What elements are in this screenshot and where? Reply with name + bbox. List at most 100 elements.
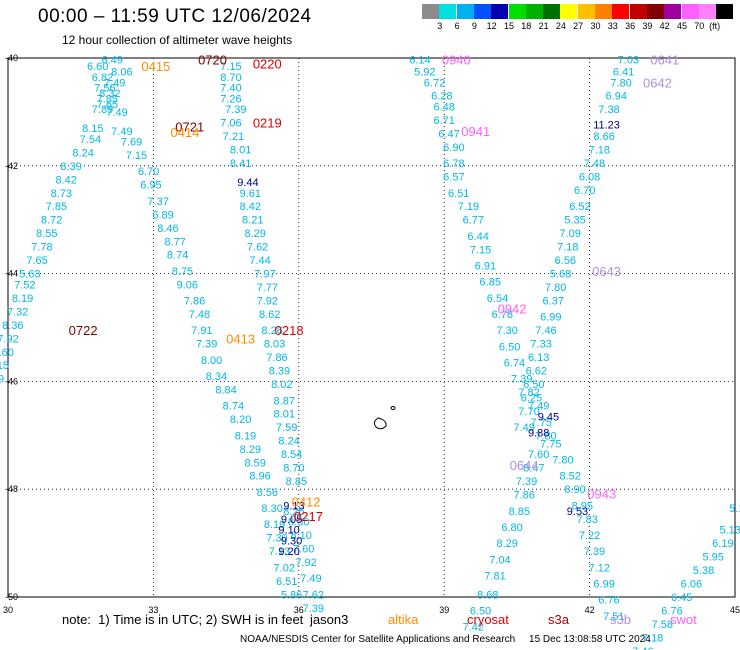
legend-swatch — [473, 4, 491, 19]
satellite-name: swot — [670, 612, 697, 627]
wave-height-value: 8.70 — [283, 463, 304, 475]
pass-time-label: 0220 — [253, 56, 282, 71]
wave-height-value: 7.39 — [303, 603, 324, 615]
wave-height-value: 6.49 — [101, 55, 122, 67]
pass-time-label: 0722 — [69, 323, 98, 338]
wave-height-value: 5.12 — [729, 503, 740, 515]
wave-height-value: 8.85 — [286, 476, 307, 488]
wave-height-value: 8.34 — [206, 371, 227, 383]
wave-height-value: 9.44 — [237, 177, 258, 189]
wave-height-value: 8.70 — [220, 72, 241, 84]
wave-height-value: 7.39 — [516, 476, 537, 488]
wave-height-value: 6.08 — [579, 172, 600, 184]
wave-height-value: 7.21 — [223, 131, 244, 143]
wave-height-value: 7.70 — [518, 406, 539, 418]
wave-height-value: 7.06 — [220, 118, 241, 130]
wave-height-value: 7.39 — [584, 546, 605, 558]
legend-swatch — [646, 4, 664, 19]
legend-label: 24 — [555, 21, 566, 31]
latitude-label: -40 — [5, 53, 18, 63]
pass-time-label: 0644 — [510, 458, 539, 473]
wave-height-value: 8.24 — [278, 436, 299, 448]
wave-height-value: 9.30 — [281, 535, 302, 547]
wave-height-value: 7.86 — [184, 296, 205, 308]
wave-height-value: 8.19 — [235, 430, 256, 442]
wave-height-value: 6.56 — [555, 255, 576, 267]
wave-height-value: 8.19 — [12, 293, 33, 305]
wave-height-value: 8.72 — [41, 215, 62, 227]
wave-height-value: 6.78 — [443, 158, 464, 170]
wave-height-value: 7.97 — [254, 269, 275, 281]
wave-height-value: 6.94 — [606, 91, 627, 103]
legend-label: 3 — [437, 21, 443, 31]
wave-height-value: 8.74 — [223, 401, 244, 413]
latitude-label: -48 — [5, 484, 18, 494]
wave-height-value: 7.65 — [97, 99, 118, 111]
legend-label: 15 — [503, 21, 514, 31]
wave-height-value: 8.42 — [240, 201, 261, 213]
wave-height-value: 9.05 — [281, 514, 302, 526]
wave-height-value: 7.80 — [535, 430, 556, 442]
wave-height-value: 7.13 — [269, 546, 290, 558]
wave-height-value: 8.32 — [99, 88, 120, 100]
satellite-name: s3b — [610, 612, 631, 627]
wave-height-value: 6.45 — [671, 592, 692, 604]
wave-height-value: 8.15 — [82, 123, 103, 135]
wave-height-value: 7.39 — [511, 374, 532, 386]
pass-time-label: 0943 — [587, 487, 616, 502]
wave-height-value: 9.13 — [283, 500, 304, 512]
wave-height-value: 7.49 — [300, 573, 321, 585]
wave-height-value: 8.90 — [564, 484, 585, 496]
wave-height-value: 8.00 — [201, 355, 222, 367]
wave-height-value: 9.61 — [240, 188, 261, 200]
wave-height-value: 6.62 — [526, 366, 547, 378]
pass-time-label: 0413 — [226, 331, 255, 346]
wave-height-value: 7.02 — [274, 562, 295, 574]
wave-height-value: 8.29 — [496, 538, 517, 550]
wave-height-value: 8.77 — [164, 236, 185, 248]
wave-height-value: 9.06 — [177, 279, 198, 291]
wave-height-value: 7.92 — [257, 296, 278, 308]
wave-height-value: 8.85 — [509, 506, 530, 518]
wave-height-value: 7.39 — [196, 339, 217, 351]
wave-height-value: 7.40 — [220, 83, 241, 95]
latitude-label: -44 — [5, 269, 18, 279]
wave-height-value: 7.80 — [610, 77, 631, 89]
wave-height-value: 9.53 — [567, 506, 588, 518]
wave-height-value: 8.36 — [2, 320, 23, 332]
wave-height-value: 7.82 — [518, 387, 539, 399]
legend-swatch — [456, 4, 474, 19]
wave-height-value: 7.49 — [104, 77, 125, 89]
legend-swatch — [664, 4, 682, 19]
wave-height-value: 6.41 — [613, 66, 634, 78]
wave-height-value: 7.18 — [557, 242, 578, 254]
wave-height-value: 7.92 — [295, 557, 316, 569]
wave-height-value: 8.59 — [244, 457, 265, 469]
wave-height-value: 8.26 — [283, 506, 304, 518]
satellite-name: cryosat — [467, 612, 509, 627]
wave-height-value: 7.48 — [189, 309, 210, 321]
footnote: note: 1) Time is in UTC; 2) SWH is in fe… — [62, 612, 304, 627]
legend-swatch — [560, 4, 578, 19]
wave-height-value: 7.65 — [26, 255, 47, 267]
wave-height-value: 6.50 — [499, 341, 520, 353]
wave-height-value: 7.46 — [632, 646, 653, 650]
wave-height-value: 7.58 — [652, 619, 673, 631]
legend-swatch — [543, 4, 561, 19]
wave-height-value: 8.03 — [264, 339, 285, 351]
wave-height-value: 5.92 — [414, 66, 435, 78]
wave-height-value: 6.99 — [540, 312, 561, 324]
wave-height-value: 7.75 — [540, 438, 561, 450]
wave-height-value: 6.70 — [574, 185, 595, 197]
pass-time-label: 0720 — [198, 53, 227, 68]
wave-height-value: 6.54 — [487, 293, 508, 305]
wave-height-value: 7.32 — [7, 306, 28, 318]
wave-height-value: 6.51 — [448, 188, 469, 200]
wave-height-value: 7.33 — [530, 339, 551, 351]
legend-swatch — [508, 4, 526, 19]
wave-height-value: 7.78 — [31, 242, 52, 254]
wave-height-value: 6.70 — [138, 166, 159, 178]
wave-height-value: 6.57 — [443, 172, 464, 184]
wave-height-value: 8.68 — [477, 589, 498, 601]
legend-swatch — [577, 4, 595, 19]
